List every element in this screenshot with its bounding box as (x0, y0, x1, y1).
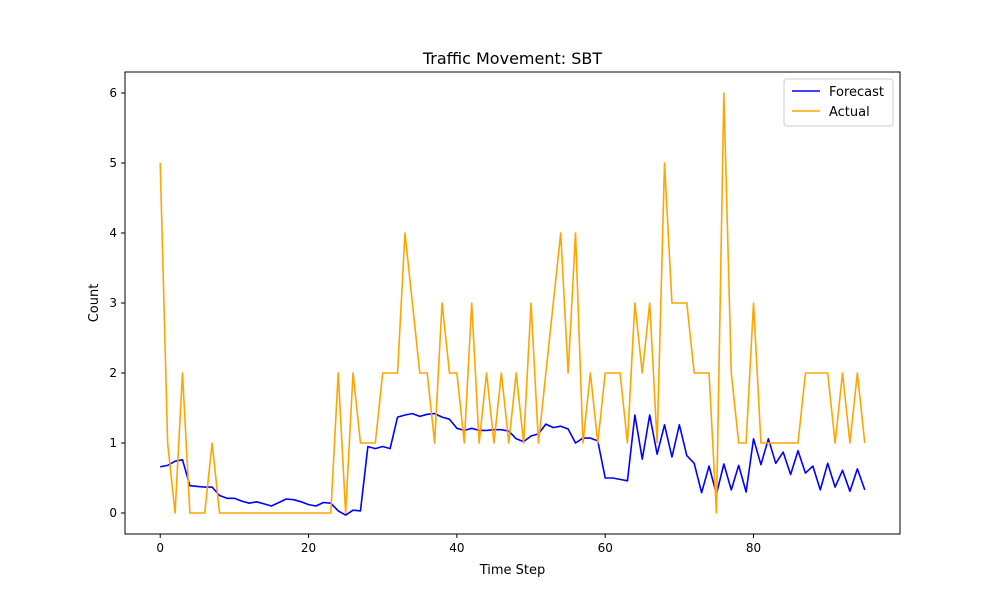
x-tick-label: 40 (449, 541, 464, 555)
series-line-forecast (160, 412, 866, 516)
y-tick-label: 0 (109, 506, 117, 520)
chart-title: Traffic Movement: SBT (422, 49, 603, 68)
y-tick-label: 2 (109, 366, 117, 380)
plot-frame (124, 71, 901, 535)
plot-area (125, 72, 900, 534)
series-layer (159, 92, 866, 516)
axes-layer: 0 20 40 60 80 0 1 2 3 4 5 6 (109, 86, 761, 555)
y-tick-label: 3 (109, 296, 117, 310)
x-tick-label: 60 (598, 541, 613, 555)
x-tick-label: 0 (156, 541, 164, 555)
x-tick-label: 80 (746, 541, 761, 555)
x-tick-label: 20 (301, 541, 316, 555)
y-tick-label: 6 (109, 86, 117, 100)
y-tick-label: 1 (109, 436, 117, 450)
y-axis-label: Count (87, 284, 102, 323)
series-line-actual (159, 92, 866, 514)
legend-label-forecast: Forecast (829, 85, 884, 100)
legend-label-actual: Actual (829, 105, 870, 120)
y-tick-label: 5 (109, 156, 117, 170)
y-tick-label: 4 (109, 226, 117, 240)
x-axis-label: Time Step (479, 563, 546, 578)
legend: Forecast Actual (783, 78, 894, 127)
